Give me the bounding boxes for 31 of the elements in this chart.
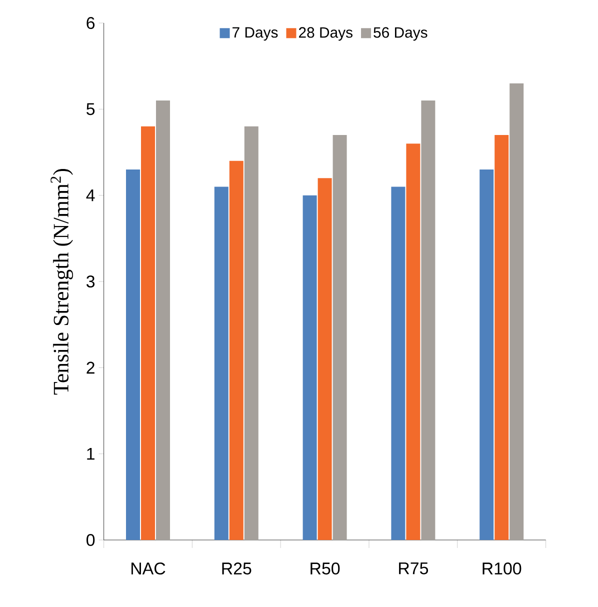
bar	[229, 160, 244, 540]
y-tick-label: 2	[86, 362, 94, 374]
legend-label: 7 Days	[232, 27, 278, 41]
y-tick-label: 6	[86, 17, 95, 29]
bar	[480, 169, 494, 540]
bar	[332, 135, 347, 540]
bar	[141, 126, 155, 540]
x-tick-label: R75	[399, 562, 428, 574]
y-tick-label: 4	[86, 190, 95, 202]
x-tick-label: NAC	[132, 562, 166, 575]
bar	[156, 100, 170, 540]
x-tick-label: R50	[310, 562, 340, 575]
bar	[406, 144, 420, 540]
y-axis-title: Tensile Strength (N/mm$^{2}$)	[50, 168, 74, 395]
bar	[302, 195, 317, 540]
bar	[244, 126, 258, 540]
bar	[318, 178, 332, 540]
legend-label: 56 Days	[374, 27, 428, 41]
bar	[494, 135, 509, 540]
bar	[391, 186, 406, 540]
y-tick-label: 0	[86, 534, 95, 546]
y-tick-label: 1	[87, 448, 94, 460]
x-tick-label: R100	[482, 562, 522, 575]
bar	[510, 83, 524, 540]
legend-label: 28 Days	[298, 27, 352, 41]
bar	[214, 186, 228, 540]
bar	[126, 169, 140, 540]
y-tick-label: 5	[86, 103, 95, 116]
x-tick-label: R25	[222, 562, 252, 575]
bar	[421, 100, 436, 540]
y-tick-label: 3	[86, 276, 95, 288]
